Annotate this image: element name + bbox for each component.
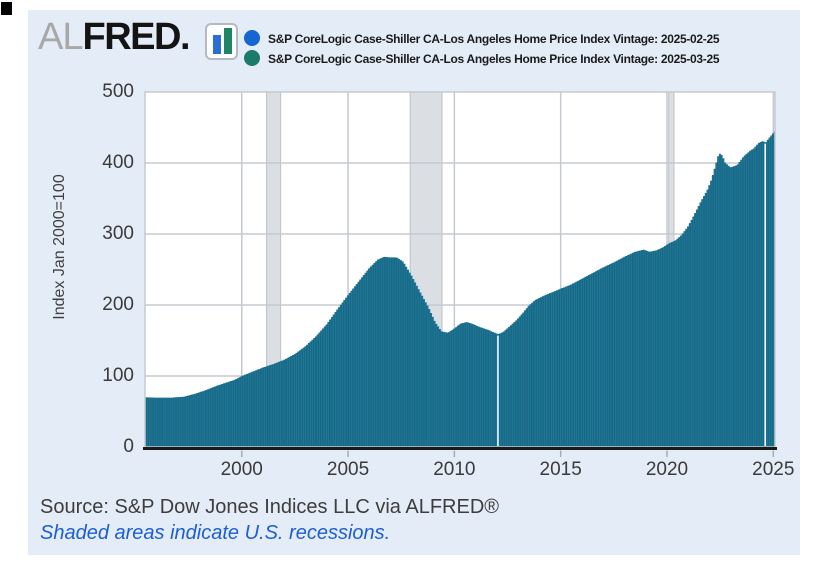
corner-marker — [1, 2, 12, 15]
x-tick-label: 2000 — [220, 459, 263, 480]
logo-text-al: AL — [38, 16, 83, 58]
x-tick-label: 2015 — [539, 459, 582, 480]
x-tick-label: 2025 — [752, 459, 795, 480]
legend-label: S&P CoreLogic Case-Shiller CA-Los Angele… — [268, 52, 720, 66]
legend-marker-green-icon — [244, 50, 260, 66]
logo-green-bar-icon — [224, 28, 232, 54]
y-tick-label: 300 — [102, 223, 134, 244]
logo-text-fred: FRED — [82, 16, 181, 58]
chart-panel: ALFRED. S&P CoreLogic Case-Shiller CA-Lo… — [28, 10, 800, 555]
y-tick-label: 500 — [102, 81, 134, 102]
logo-blue-bar-icon — [213, 35, 221, 54]
legend-label: S&P CoreLogic Case-Shiller CA-Los Angele… — [268, 32, 720, 46]
y-tick-label: 200 — [102, 294, 134, 315]
price-index-chart-plot-area[interactable] — [143, 91, 779, 461]
y-axis-title: Index Jan 2000=100 — [51, 174, 68, 320]
x-tick-label: 2020 — [645, 459, 689, 480]
legend-marker-blue-icon — [244, 30, 260, 46]
x-tick-label: 2010 — [433, 459, 476, 480]
y-tick-label: 0 — [123, 436, 134, 457]
y-tick-label: 400 — [102, 152, 134, 173]
recession-note-link[interactable]: Shaded areas indicate U.S. recessions. — [40, 522, 391, 544]
bar-chart-icon — [205, 23, 238, 60]
y-tick-label: 100 — [102, 365, 134, 386]
logo-trademark-dot: . — [179, 16, 191, 58]
x-tick-label: 2005 — [326, 459, 370, 480]
source-attribution: Source: S&P Dow Jones Indices LLC via AL… — [40, 496, 500, 518]
alfred-logo: ALFRED. — [38, 16, 191, 60]
